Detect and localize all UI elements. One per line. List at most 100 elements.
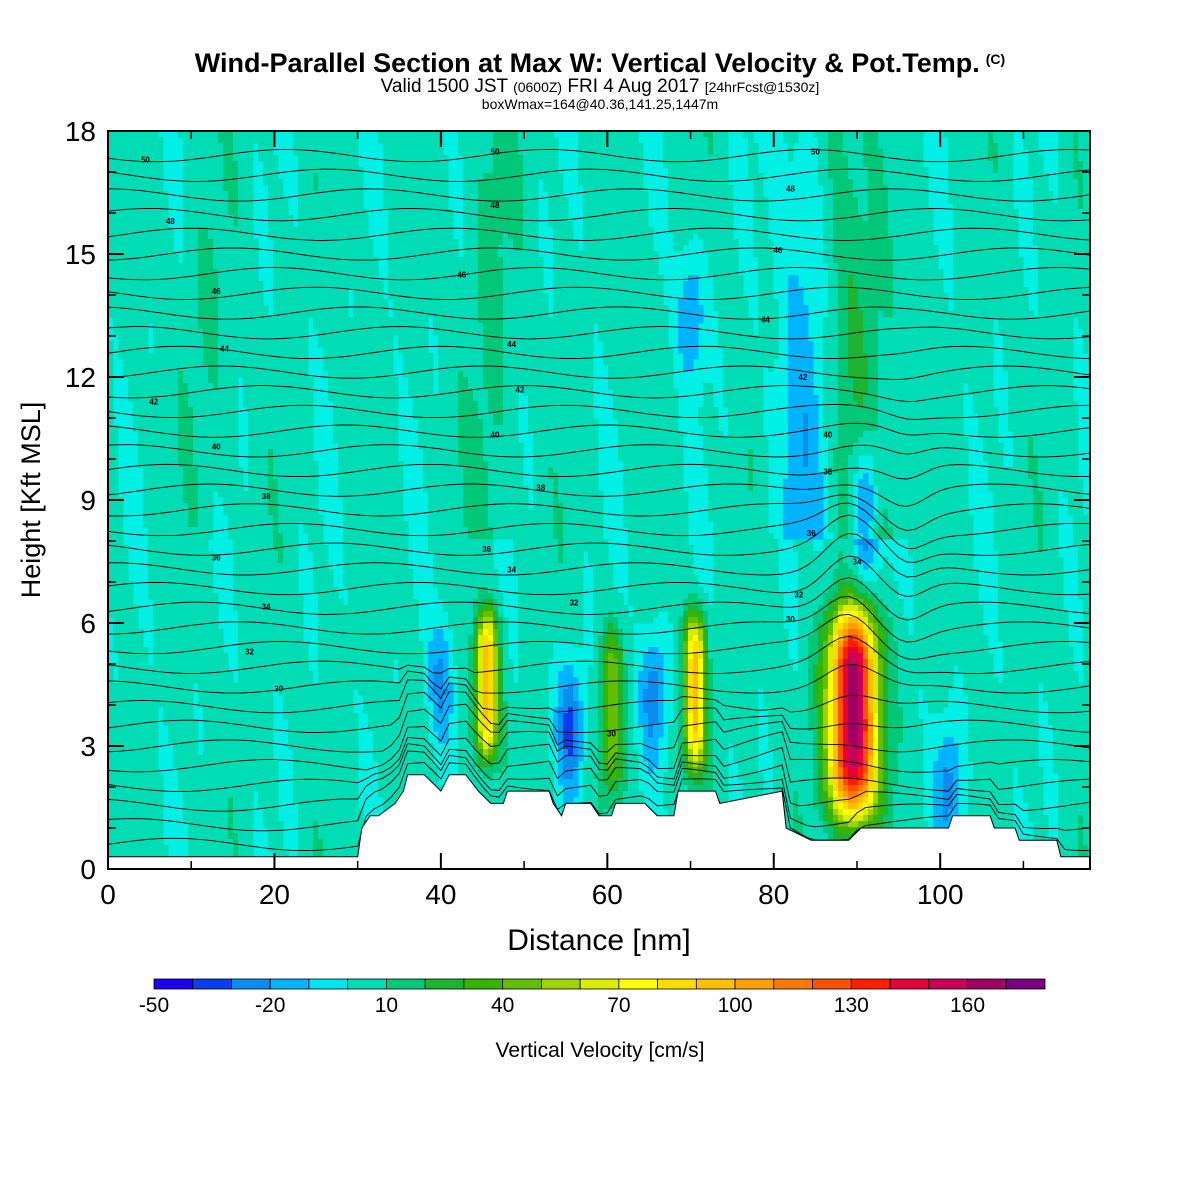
w-cell <box>143 515 149 522</box>
w-cell <box>218 173 224 180</box>
w-cell <box>118 533 124 540</box>
w-cell <box>158 539 164 546</box>
w-cell <box>113 749 119 756</box>
w-cell <box>198 173 204 180</box>
w-cell <box>168 383 174 390</box>
w-cell <box>113 761 119 768</box>
w-cell <box>143 311 149 318</box>
w-cell <box>178 557 184 564</box>
w-cell <box>218 257 224 264</box>
w-cell <box>123 341 129 348</box>
w-cell <box>183 731 189 738</box>
w-cell <box>158 221 164 228</box>
w-cell <box>178 491 184 498</box>
w-cell <box>163 587 169 594</box>
w-cell <box>163 425 169 432</box>
w-cell <box>188 743 194 750</box>
w-cell <box>198 167 204 174</box>
w-cell <box>133 683 139 690</box>
w-cell <box>168 695 174 702</box>
w-cell <box>133 353 139 360</box>
w-cell <box>123 239 129 246</box>
w-cell <box>113 593 119 600</box>
w-cell <box>153 467 159 474</box>
w-cell <box>143 167 149 174</box>
w-cell <box>138 419 144 426</box>
w-cell <box>153 767 159 774</box>
w-cell <box>213 239 219 246</box>
w-cell <box>118 509 124 516</box>
w-cell <box>173 473 179 480</box>
w-cell <box>163 599 169 606</box>
w-cell <box>168 635 174 642</box>
w-cell <box>128 803 134 810</box>
w-cell <box>213 623 219 630</box>
w-cell <box>213 473 219 480</box>
w-cell <box>138 455 144 462</box>
w-cell <box>153 209 159 216</box>
w-cell <box>148 533 154 540</box>
w-cell <box>128 251 134 258</box>
w-cell <box>118 809 124 816</box>
w-cell <box>148 257 154 264</box>
w-cell <box>178 635 184 642</box>
w-cell <box>203 731 209 738</box>
w-cell <box>163 197 169 204</box>
w-cell <box>148 539 154 546</box>
w-cell <box>198 179 204 186</box>
w-cell <box>118 731 124 738</box>
w-cell <box>173 605 179 612</box>
w-cell <box>173 287 179 294</box>
w-cell <box>183 257 189 264</box>
w-cell <box>128 689 134 696</box>
w-cell <box>168 287 174 294</box>
w-cell <box>198 287 204 294</box>
w-cell <box>213 695 219 702</box>
w-cell <box>218 323 224 330</box>
w-cell <box>143 365 149 372</box>
w-cell <box>163 263 169 270</box>
w-cell <box>198 593 204 600</box>
w-cell <box>198 419 204 426</box>
w-cell <box>188 827 194 834</box>
w-cell <box>138 833 144 840</box>
w-cell <box>178 431 184 438</box>
w-cell <box>158 317 164 324</box>
w-cell <box>123 611 129 618</box>
w-cell <box>173 251 179 258</box>
w-cell <box>123 563 129 570</box>
w-cell <box>143 713 149 720</box>
w-cell <box>123 635 129 642</box>
w-cell <box>133 347 139 354</box>
w-cell <box>188 461 194 468</box>
w-cell <box>123 707 129 714</box>
w-cell <box>113 179 119 186</box>
w-cell <box>143 245 149 252</box>
w-cell <box>113 629 119 636</box>
w-cell <box>148 527 154 534</box>
w-cell <box>138 737 144 744</box>
w-cell <box>148 455 154 462</box>
w-cell <box>158 419 164 426</box>
w-cell <box>188 815 194 822</box>
w-cell <box>193 281 199 288</box>
w-cell <box>163 389 169 396</box>
w-cell <box>188 329 194 336</box>
w-cell <box>188 563 194 570</box>
w-cell <box>193 299 199 306</box>
w-cell <box>138 461 144 468</box>
w-cell <box>118 185 124 192</box>
w-cell <box>178 281 184 288</box>
w-cell <box>213 845 219 852</box>
w-cell <box>118 161 124 168</box>
w-cell <box>118 545 124 552</box>
w-cell <box>193 161 199 168</box>
w-cell <box>193 155 199 162</box>
w-cell <box>158 347 164 354</box>
w-cell <box>173 749 179 756</box>
w-cell <box>168 605 174 612</box>
w-cell <box>163 539 169 546</box>
w-cell <box>153 569 159 576</box>
w-cell <box>193 407 199 414</box>
w-cell <box>178 515 184 522</box>
